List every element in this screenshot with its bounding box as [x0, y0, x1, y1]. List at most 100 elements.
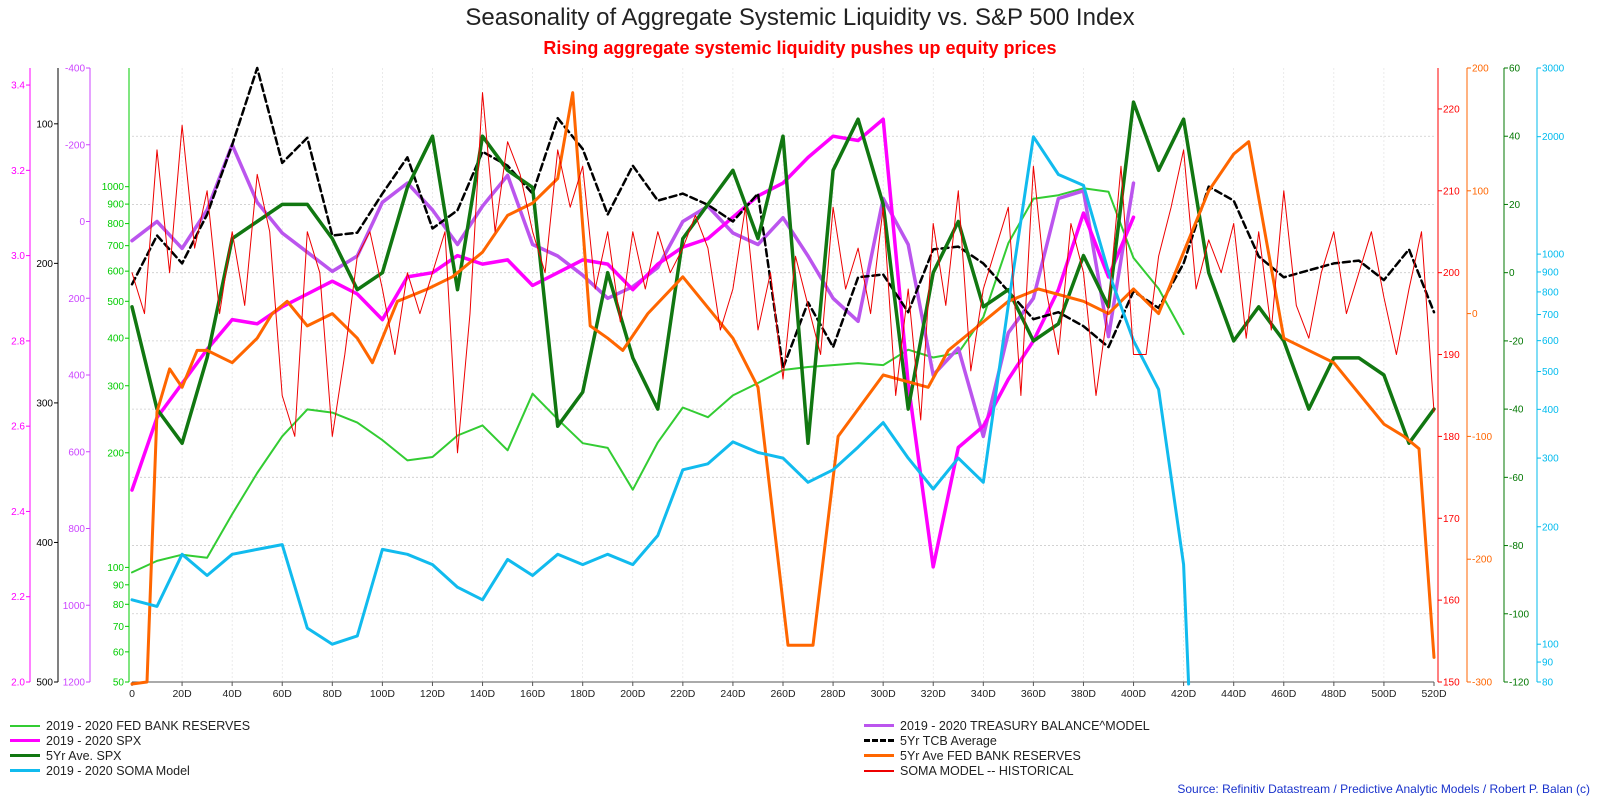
legend-swatch [864, 739, 894, 742]
y-tick-label: 2000 [1542, 132, 1565, 143]
x-tick-label: 40D [223, 688, 243, 700]
legend-label: 5Yr Ave. SPX [46, 748, 122, 763]
series-line [130, 66, 1436, 370]
x-tick-label: 500D [1371, 688, 1397, 700]
y-tick-label: 90 [1542, 658, 1554, 669]
x-tick-label: 120D [420, 688, 446, 700]
y-tick-label: 100 [36, 119, 53, 130]
y-tick-label: 700 [107, 241, 124, 252]
x-tick-label: 320D [921, 688, 947, 700]
chart-subtitle: Rising aggregate systemic liquidity push… [543, 38, 1057, 58]
y-tick-label: 210 [1443, 186, 1460, 197]
y-tick-label: 100 [107, 563, 124, 574]
x-tick-label: 460D [1271, 688, 1297, 700]
x-tick-label: 220D [670, 688, 696, 700]
x-tick-label: 0 [129, 688, 135, 700]
y-tick-label: 800 [68, 524, 85, 535]
y-tick-label: 1200 [63, 678, 86, 689]
y-tick-label: 2.0 [11, 678, 25, 689]
series-lines [130, 66, 1436, 686]
x-tick-label: 20D [172, 688, 192, 700]
legend-item: 5Yr Ave FED BANK RESERVES [864, 748, 1150, 763]
legend-item: 2019 - 2020 SOMA Model [10, 763, 250, 778]
y-tick-label: 80 [113, 600, 125, 611]
legend-item: 5Yr Ave. SPX [10, 748, 250, 763]
y-tick-label: 200 [107, 448, 124, 459]
y-tick-label: 900 [107, 200, 124, 211]
chart-title: Seasonality of Aggregate Systemic Liquid… [465, 4, 1135, 31]
y-tick-label: 60 [113, 647, 125, 658]
source-note: Source: Refinitiv Datastream / Predictiv… [1177, 782, 1590, 796]
y-tick-label: 100 [1542, 640, 1559, 651]
legend-swatch [864, 754, 894, 757]
y-tick-label: 80 [1542, 678, 1554, 689]
legend-label: 2019 - 2020 TREASURY BALANCE^MODEL [900, 718, 1150, 733]
series-line [131, 92, 1435, 454]
legend-left: 2019 - 2020 FED BANK RESERVES 2019 - 202… [10, 718, 250, 778]
y-tick-label: -100 [1472, 432, 1492, 443]
legend-item: SOMA MODEL -- HISTORICAL [864, 763, 1150, 778]
x-tick-label: 140D [470, 688, 496, 700]
y-tick-label: -400 [65, 64, 85, 75]
legend-right: 2019 - 2020 TREASURY BALANCE^MODEL 5Yr T… [864, 718, 1150, 778]
y-tick-label: -80 [1509, 541, 1524, 552]
legend-swatch [10, 724, 40, 727]
y-tick-label: 170 [1443, 514, 1460, 525]
x-tick-label: 280D [821, 688, 847, 700]
legend-item: 2019 - 2020 FED BANK RESERVES [10, 718, 250, 733]
legend-label: SOMA MODEL -- HISTORICAL [900, 763, 1074, 778]
y-tick-label: 50 [113, 678, 125, 689]
y-tick-label: -200 [65, 140, 85, 151]
y-tick-label: 90 [113, 580, 125, 591]
y-tick-label: 600 [1542, 336, 1559, 347]
legend-swatch [864, 769, 894, 772]
y-tick-label: 700 [1542, 310, 1559, 321]
y-tick-label: 400 [68, 371, 85, 382]
y-tick-label: 400 [107, 334, 124, 345]
y-tick-label: -120 [1509, 678, 1529, 689]
y-tick-label: 3000 [1542, 64, 1565, 75]
y-tick-label: 200 [68, 294, 85, 305]
series-line [130, 117, 1136, 569]
y-tick-label: 0 [1472, 309, 1478, 320]
y-tick-label: 3.0 [11, 251, 25, 262]
y-tick-label: 400 [1542, 405, 1559, 416]
y-tick-label: 400 [36, 538, 53, 549]
y-tick-label: 800 [1542, 287, 1559, 298]
y-tick-label: -100 [1509, 609, 1529, 620]
y-tick-label: 100 [1472, 186, 1489, 197]
y-tick-label: 200 [36, 259, 53, 270]
series-line [131, 187, 1185, 574]
series-line [130, 91, 1436, 686]
axes: 0 20D 40D 60D 80D 100D 120D 140D 160D 180D 200D 220… [11, 64, 1565, 701]
y-tick-label: 160 [1443, 596, 1460, 607]
y-tick-label: 1000 [102, 182, 125, 193]
legend-item: 2019 - 2020 SPX [10, 733, 250, 748]
x-tick-label: 340D [971, 688, 997, 700]
y-tick-label: 200 [1443, 268, 1460, 279]
x-tick-label: 180D [570, 688, 596, 700]
x-tick-label: 480D [1321, 688, 1347, 700]
y-tick-label: 2.4 [11, 507, 25, 518]
legend-label: 2019 - 2020 SOMA Model [46, 763, 190, 778]
y-tick-label: 2.2 [11, 592, 25, 603]
y-tick-label: 200 [1472, 64, 1489, 75]
x-tick-label: 440D [1221, 688, 1247, 700]
y-tick-label: 300 [1542, 454, 1559, 465]
y-tick-label: -20 [1509, 336, 1524, 347]
x-tick-label: 160D [520, 688, 546, 700]
series-line [130, 100, 1436, 445]
y-tick-label: 180 [1443, 432, 1460, 443]
y-tick-label: 600 [68, 447, 85, 458]
legend-label: 5Yr Ave FED BANK RESERVES [900, 748, 1081, 763]
y-tick-label: 40 [1509, 132, 1521, 143]
y-tick-label: 3.2 [11, 166, 25, 177]
y-tick-label: -300 [1472, 678, 1492, 689]
x-tick-label: 520D [1421, 688, 1447, 700]
y-tick-label: 500 [36, 678, 53, 689]
y-tick-label: -200 [1472, 555, 1492, 566]
legend-label: 5Yr TCB Average [900, 733, 997, 748]
x-tick-label: 200D [620, 688, 646, 700]
y-tick-label: 1000 [1542, 250, 1565, 261]
